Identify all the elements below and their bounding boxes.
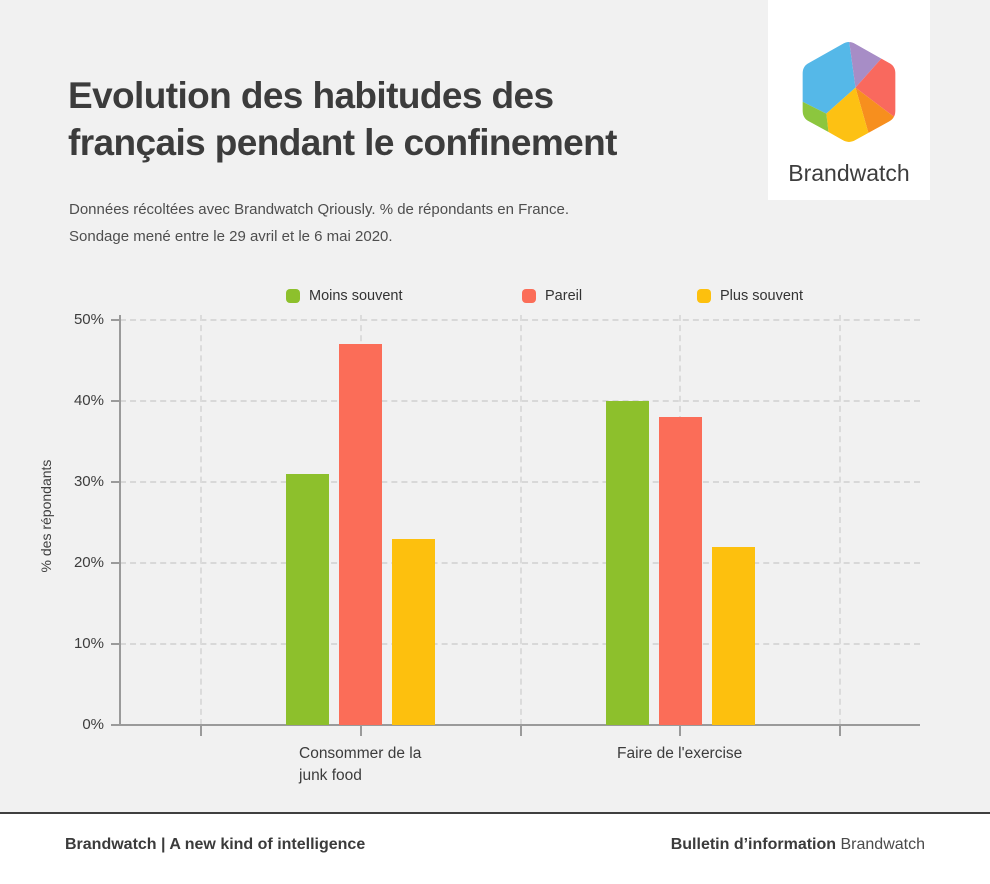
x-category-line: Consommer de la: [299, 745, 422, 762]
y-tick-label: 0%: [82, 716, 104, 733]
title-line-1: Evolution des habitudes des: [68, 75, 554, 116]
x-gridline: [519, 315, 522, 725]
x-category-label-exercise: Faire de l'exercise: [617, 743, 742, 765]
footer-newsletter-brand: Brandwatch: [840, 836, 926, 853]
x-category-line: junk food: [299, 767, 362, 784]
footer-tagline: Brandwatch | A new kind of intelligence: [65, 836, 366, 853]
y-tick-mark: [111, 319, 120, 321]
x-gridline: [200, 315, 202, 725]
x-tick-mark: [200, 725, 202, 736]
bar-pareil-cat0: [339, 344, 383, 725]
y-tick-mark: [111, 562, 120, 564]
legend-swatch-plus-souvent-icon: [697, 288, 711, 303]
subtitle-line-2: Sondage mené entre le 29 avril et le 6 m…: [69, 228, 393, 245]
legend-item-pareil: Pareil: [522, 287, 582, 304]
legend-label: Pareil: [545, 287, 583, 304]
x-category-line: Faire de l'exercise: [617, 745, 743, 762]
y-tick-mark: [111, 481, 120, 483]
page-subtitle: Données récoltées avec Brandwatch Qrious…: [69, 196, 569, 250]
title-line-2: français pendant le confinement: [68, 122, 617, 163]
legend-swatch-moins-souvent-icon: [286, 288, 300, 303]
bar-moins-souvent-cat0: [286, 473, 330, 725]
x-tick-mark: [359, 725, 362, 736]
bar-plus-souvent-cat1: [711, 546, 755, 725]
x-tick-mark: [519, 725, 522, 736]
y-tick-label: 10%: [73, 635, 104, 652]
y-tick-mark: [111, 400, 120, 402]
footer-newsletter-label: Bulletin d’information Brandwatch: [671, 836, 925, 854]
legend-swatch-pareil-icon: [522, 288, 536, 303]
bar-pareil-cat1: [658, 417, 702, 725]
y-axis-line: [119, 315, 121, 726]
bar-plus-souvent-cat0: [392, 538, 436, 725]
y-tick-label: 30%: [73, 473, 104, 490]
x-category-label-junk-food: Consommer de la junk food: [299, 743, 421, 787]
legend-item-plus-souvent: Plus souvent: [697, 287, 803, 304]
y-tick-label: 20%: [73, 554, 104, 571]
brandwatch-hexagon-logo-icon: [802, 42, 896, 142]
x-tick-mark: [839, 725, 841, 736]
x-tick-mark: [679, 725, 682, 736]
legend-label: Plus souvent: [720, 287, 804, 304]
bar-moins-souvent-cat1: [605, 401, 649, 725]
y-tick-label: 40%: [73, 392, 104, 409]
x-gridline: [839, 315, 841, 725]
footer-divider: [0, 812, 990, 814]
subtitle-line-1: Données récoltées avec Brandwatch Qrious…: [69, 201, 569, 218]
legend-item-moins-souvent: Moins souvent: [286, 287, 403, 304]
y-axis-title: % des répondants: [38, 459, 54, 573]
y-tick-mark: [111, 643, 120, 645]
brandwatch-logo-card: Brandwatch: [768, 0, 930, 200]
legend-label: Moins souvent: [309, 287, 403, 304]
footer: Brandwatch | A new kind of intelligence …: [0, 814, 990, 884]
x-axis-line: [118, 724, 920, 726]
page-title: Evolution des habitudes des français pen…: [68, 72, 617, 166]
footer-newsletter-bold: Bulletin d’information: [670, 836, 837, 853]
y-tick-label: 50%: [73, 311, 104, 328]
y-tick-mark: [111, 724, 120, 726]
brand-name-label: Brandwatch: [788, 160, 910, 186]
